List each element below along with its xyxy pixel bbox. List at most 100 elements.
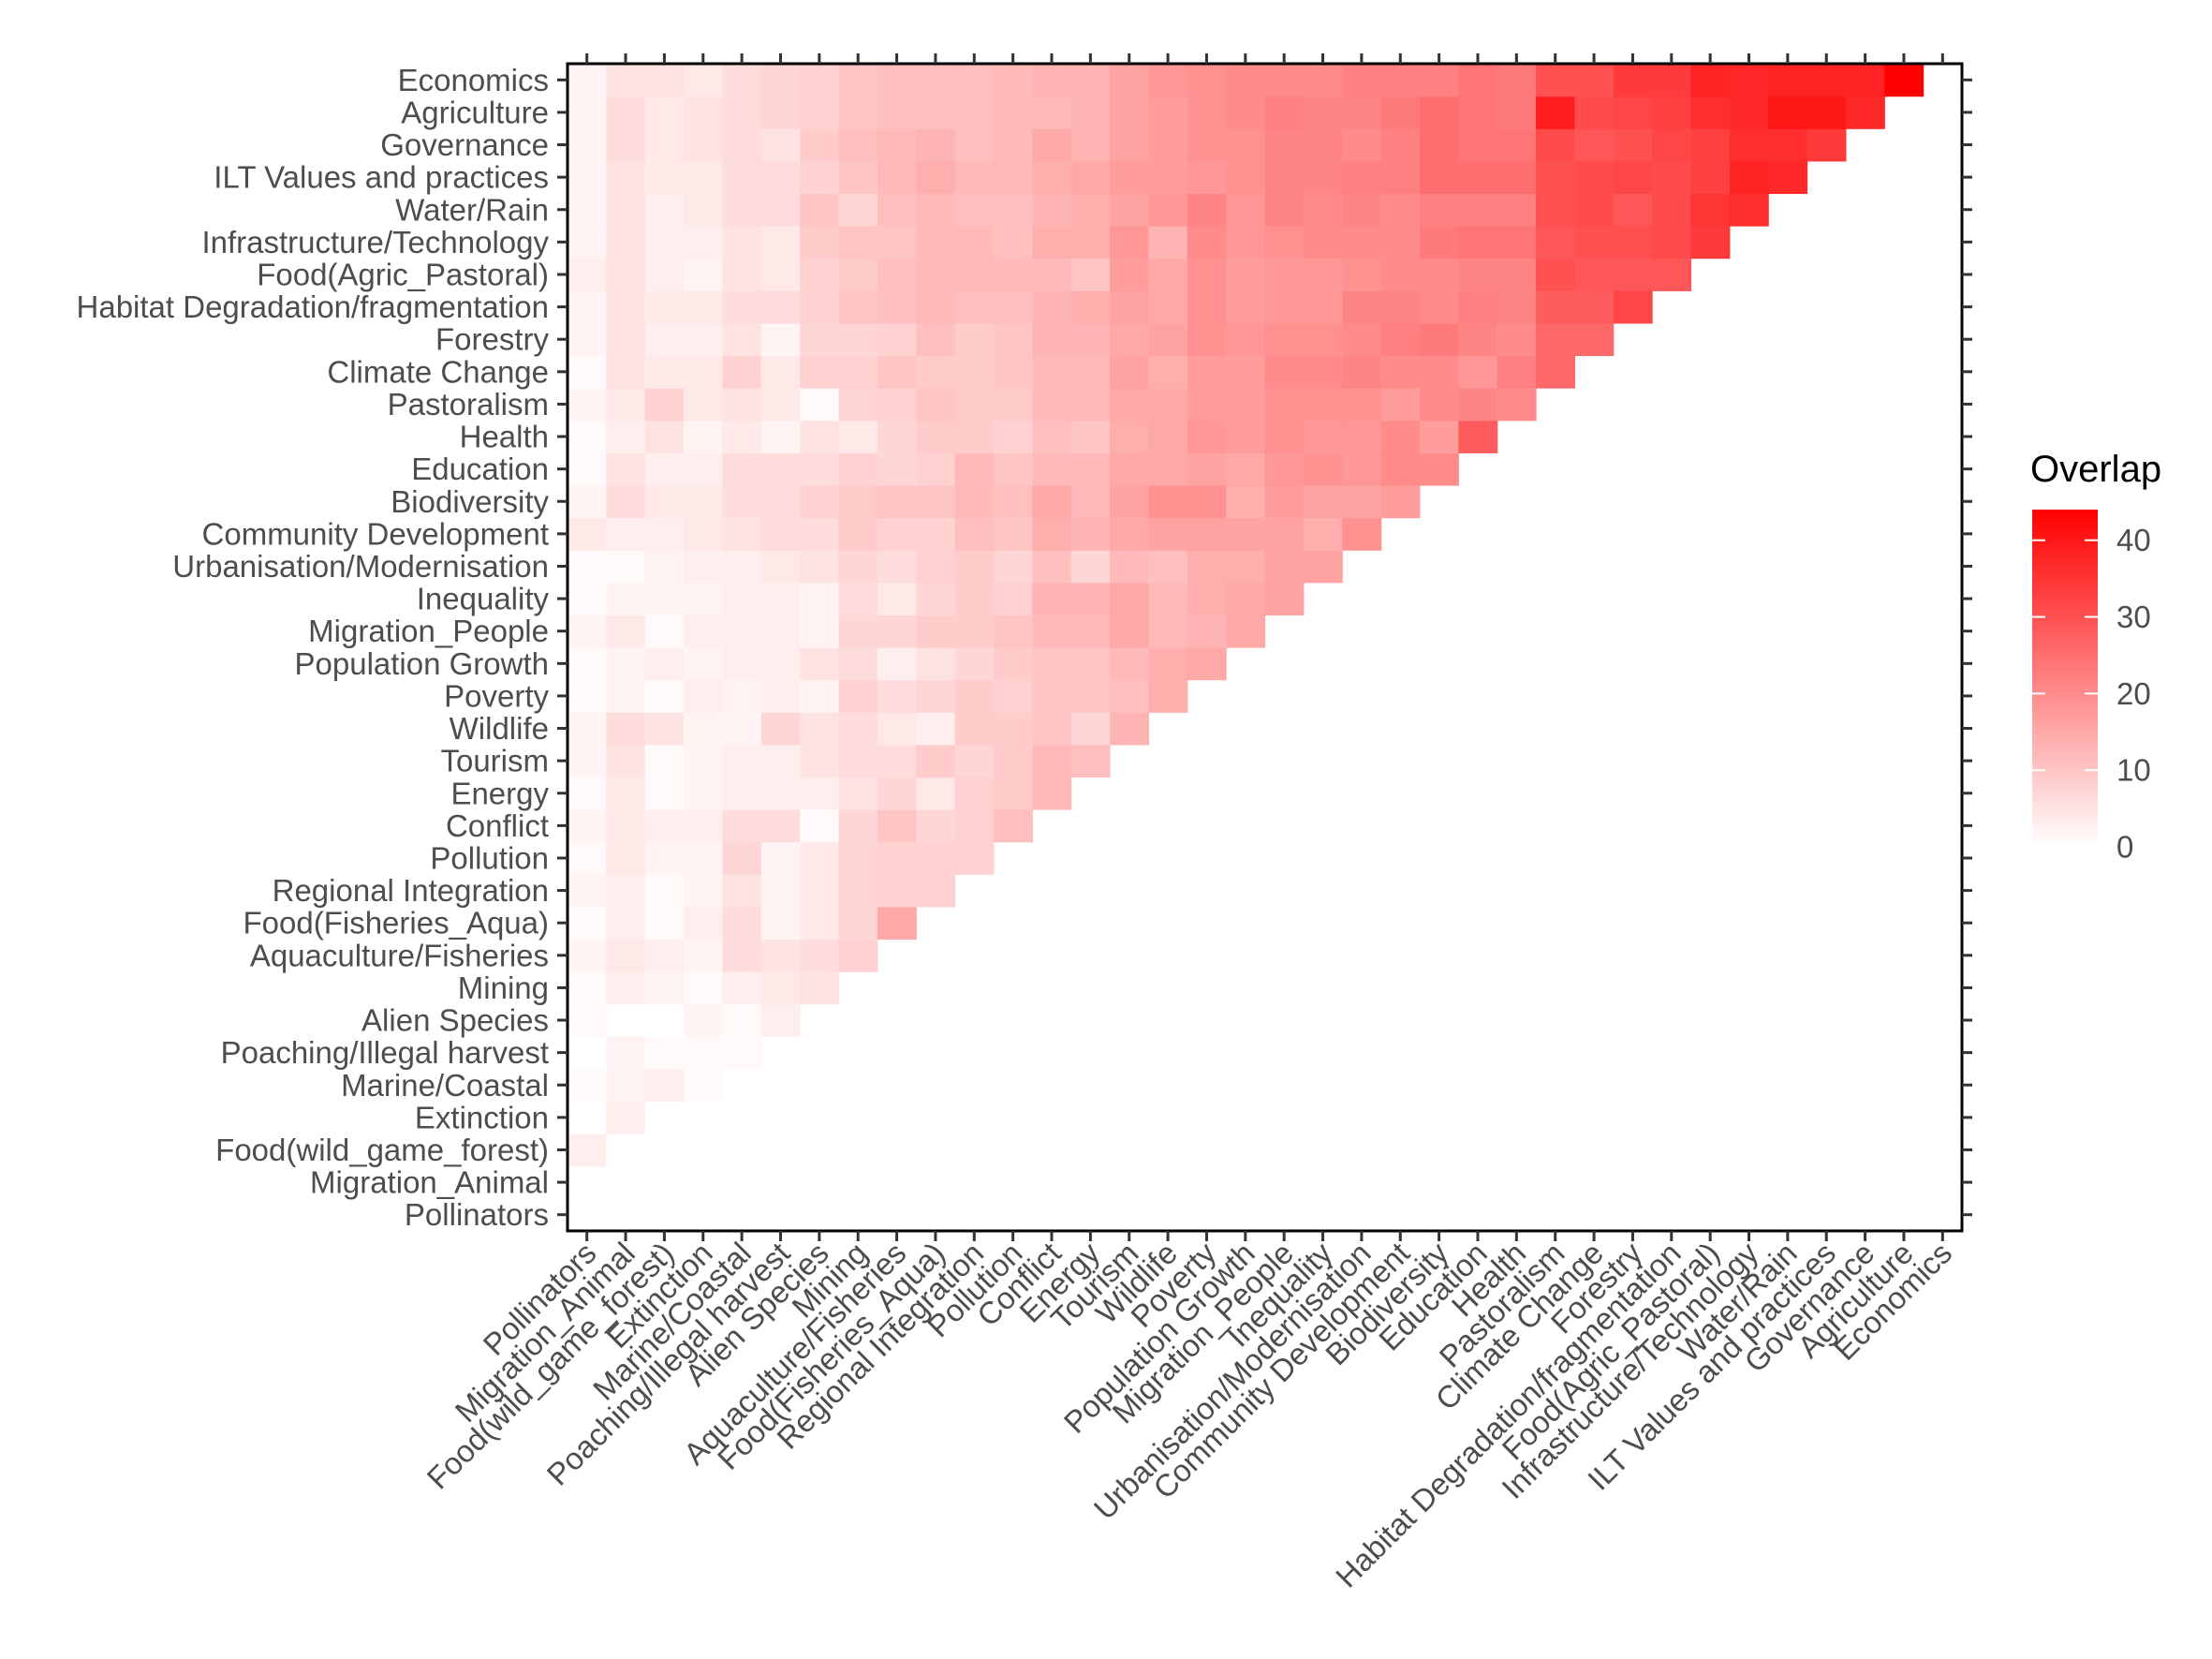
heatmap-cell <box>1380 258 1421 291</box>
heatmap-cell <box>916 517 956 551</box>
heatmap-cell <box>1187 388 1227 422</box>
heatmap-cell <box>1458 355 1498 389</box>
heatmap-cell <box>644 517 685 551</box>
heatmap-cell <box>838 96 878 129</box>
heatmap-cell <box>1729 64 1769 97</box>
heatmap-cell <box>1264 550 1305 584</box>
heatmap-cell <box>1187 517 1227 551</box>
heatmap-cell <box>760 290 801 324</box>
heatmap-cell <box>568 322 607 357</box>
heatmap-cell <box>916 96 956 129</box>
heatmap-cell <box>684 712 724 746</box>
heatmap-cell <box>993 258 1033 291</box>
heatmap-cell <box>760 679 801 713</box>
heatmap-cell <box>760 777 801 810</box>
heatmap-cell <box>1419 128 1459 162</box>
heatmap-cell <box>684 971 724 1005</box>
y-tick-label: Food(wild_game_forest) <box>215 1133 549 1167</box>
heatmap-cell <box>1380 160 1421 195</box>
heatmap-cell <box>954 128 995 162</box>
y-tick-label: Forestry <box>435 322 550 357</box>
heatmap-cell <box>644 971 685 1005</box>
heatmap-cell <box>722 96 762 129</box>
heatmap-cell <box>1380 484 1421 519</box>
heatmap-cell <box>1148 550 1188 584</box>
heatmap-cell <box>993 290 1033 324</box>
heatmap-cell <box>568 1133 607 1167</box>
heatmap-cell <box>722 841 762 875</box>
heatmap-cell <box>838 355 878 389</box>
heatmap-cell <box>877 582 917 615</box>
heatmap-cell <box>1110 258 1150 291</box>
heatmap-cell <box>644 874 685 908</box>
heatmap-cell <box>1690 160 1731 195</box>
heatmap-cell <box>1613 258 1653 291</box>
heatmap-cell <box>644 809 685 843</box>
y-axis-tick-labels: PollinatorsMigration_AnimalFood(wild_gam… <box>77 63 550 1232</box>
heatmap-cell <box>800 841 840 875</box>
heatmap-cell <box>954 841 995 875</box>
heatmap-cell <box>993 420 1033 453</box>
heatmap-cell <box>877 322 917 357</box>
heatmap-cell <box>1380 452 1421 486</box>
heatmap-cell <box>800 452 840 486</box>
heatmap-cell <box>1148 160 1188 195</box>
heatmap-cell <box>1652 128 1692 162</box>
heatmap-cell <box>1264 258 1305 291</box>
heatmap-cell <box>606 226 646 259</box>
heatmap-cell <box>1187 452 1227 486</box>
heatmap-cell <box>1070 355 1111 389</box>
legend-tick-label: 10 <box>2116 753 2151 788</box>
heatmap-cell <box>722 420 762 453</box>
heatmap-cell <box>1187 615 1227 648</box>
heatmap-cell <box>760 647 801 681</box>
heatmap-cell <box>568 452 607 486</box>
heatmap-cell <box>838 615 878 648</box>
heatmap-cell <box>1110 679 1150 713</box>
heatmap-cell <box>838 160 878 195</box>
heatmap-cell <box>722 388 762 422</box>
heatmap-cell <box>1303 484 1343 519</box>
heatmap-cell <box>1032 96 1072 129</box>
heatmap-cell <box>722 712 762 746</box>
legend-tick-label: 30 <box>2116 600 2151 634</box>
heatmap-cell <box>606 193 646 227</box>
heatmap-cell <box>1187 582 1227 615</box>
heatmap-cell <box>916 322 956 357</box>
heatmap-cell <box>877 226 917 259</box>
heatmap-cell <box>1264 452 1305 486</box>
heatmap-cell <box>722 160 762 195</box>
heatmap-cell <box>568 128 607 162</box>
heatmap-cell <box>877 906 917 941</box>
heatmap-cell <box>1148 517 1188 551</box>
heatmap-cell <box>1419 193 1459 227</box>
heatmap-cell <box>1264 96 1305 129</box>
heatmap-cell <box>722 258 762 291</box>
heatmap-cell <box>1613 96 1653 129</box>
heatmap-cell <box>722 193 762 227</box>
heatmap-cell <box>1768 128 1808 162</box>
heatmap-cell <box>916 290 956 324</box>
heatmap-cell <box>1303 517 1343 551</box>
heatmap-cell <box>877 64 917 97</box>
heatmap-cell <box>877 193 917 227</box>
y-tick-label: Economics <box>398 63 549 97</box>
heatmap-cell <box>644 64 685 97</box>
heatmap-cell <box>1574 64 1615 97</box>
heatmap-cell <box>838 647 878 681</box>
heatmap-cell <box>760 582 801 615</box>
heatmap-cell <box>1536 64 1575 97</box>
heatmap-cell <box>1070 744 1111 778</box>
heatmap-cell <box>1380 193 1421 227</box>
heatmap-cell <box>993 679 1033 713</box>
heatmap-cell <box>954 744 995 778</box>
heatmap-cell <box>877 517 917 551</box>
heatmap-cell <box>1768 64 1808 97</box>
heatmap-cell <box>1032 615 1072 648</box>
heatmap-cell <box>606 355 646 389</box>
heatmap-cell <box>684 290 724 324</box>
heatmap-cell <box>1148 615 1188 648</box>
heatmap-cell <box>1574 290 1615 324</box>
heatmap-cell <box>916 226 956 259</box>
heatmap-cell <box>760 355 801 389</box>
